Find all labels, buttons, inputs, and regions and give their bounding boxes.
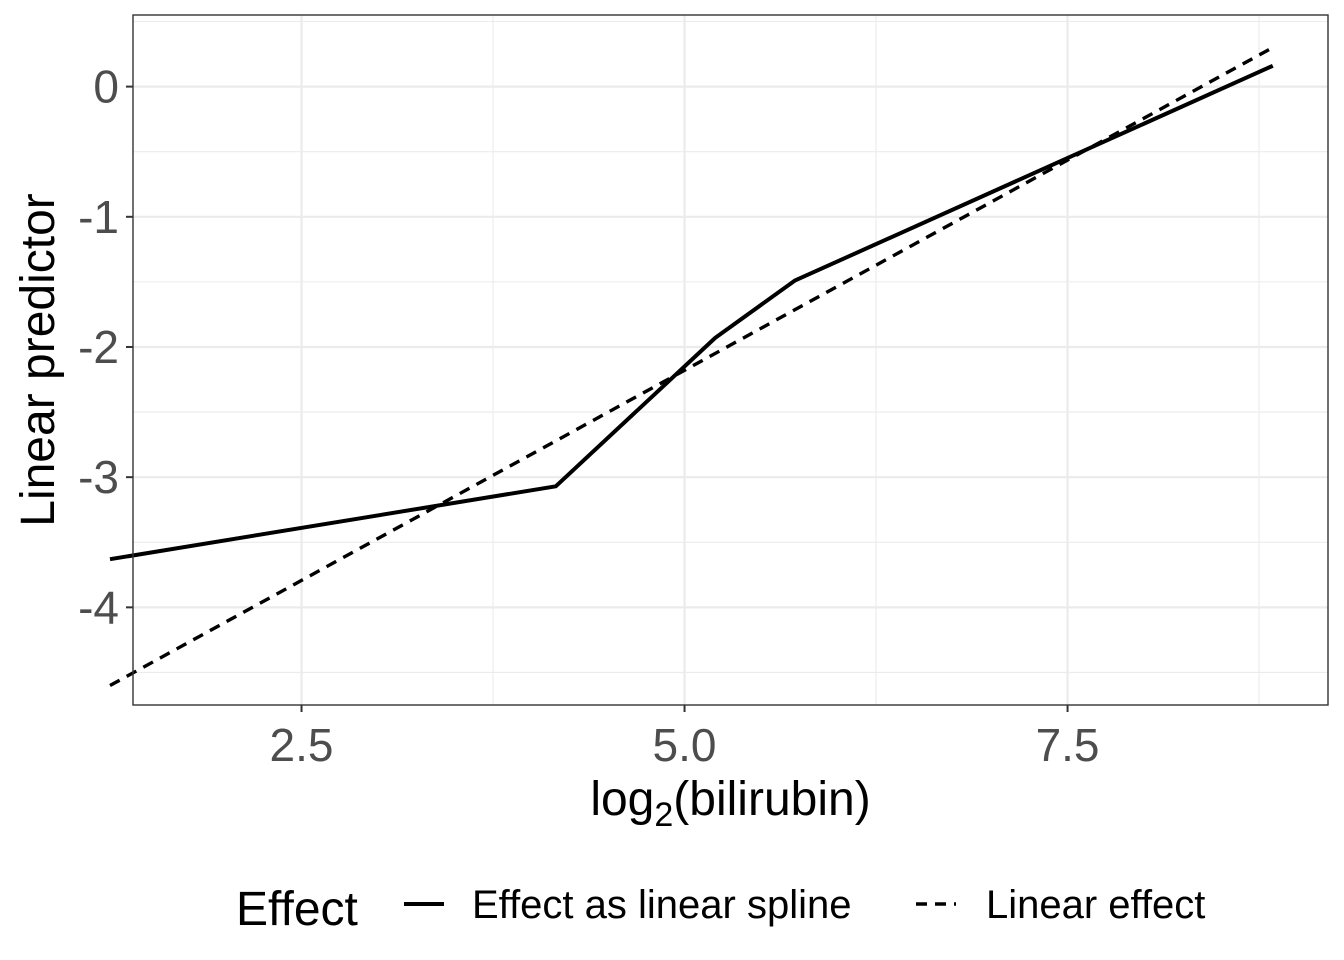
y-tick-label: -3 bbox=[78, 451, 119, 503]
legend-entries: Effect as linear spline Linear effect bbox=[404, 883, 1205, 927]
y-axis-title: Linear predictor bbox=[12, 193, 65, 527]
x-axis-title-subscript: 2 bbox=[654, 796, 673, 834]
panel-border bbox=[132, 14, 1329, 706]
x-axis-title-base: log bbox=[590, 773, 654, 826]
x-tick-label: 2.5 bbox=[270, 719, 334, 771]
axis-ticks: 2.5 5.0 7.5 0 -1 -2 -3 -4 bbox=[78, 61, 1099, 771]
y-tick-label: -1 bbox=[78, 191, 119, 243]
x-tick-label: 7.5 bbox=[1036, 719, 1100, 771]
x-tick-label: 5.0 bbox=[653, 719, 717, 771]
x-axis-title: log2(bilirubin) bbox=[590, 773, 870, 834]
series-line-linear-spline bbox=[109, 63, 1274, 562]
y-tick-label: -4 bbox=[78, 581, 119, 633]
legend-entry-label: Linear effect bbox=[986, 883, 1205, 927]
x-axis-title-rest: (bilirubin) bbox=[673, 773, 870, 826]
legend-title: Effect bbox=[236, 883, 358, 936]
y-tick-label: 0 bbox=[93, 61, 119, 113]
y-tick-label: -2 bbox=[78, 321, 119, 373]
series-line-linear-effect bbox=[109, 46, 1274, 687]
legend-entry-label: Effect as linear spline bbox=[472, 883, 851, 927]
legend: Effect Effect as linear spline Linear eff… bbox=[236, 883, 1205, 936]
data-series bbox=[109, 46, 1274, 687]
grid-lines bbox=[133, 15, 1328, 705]
